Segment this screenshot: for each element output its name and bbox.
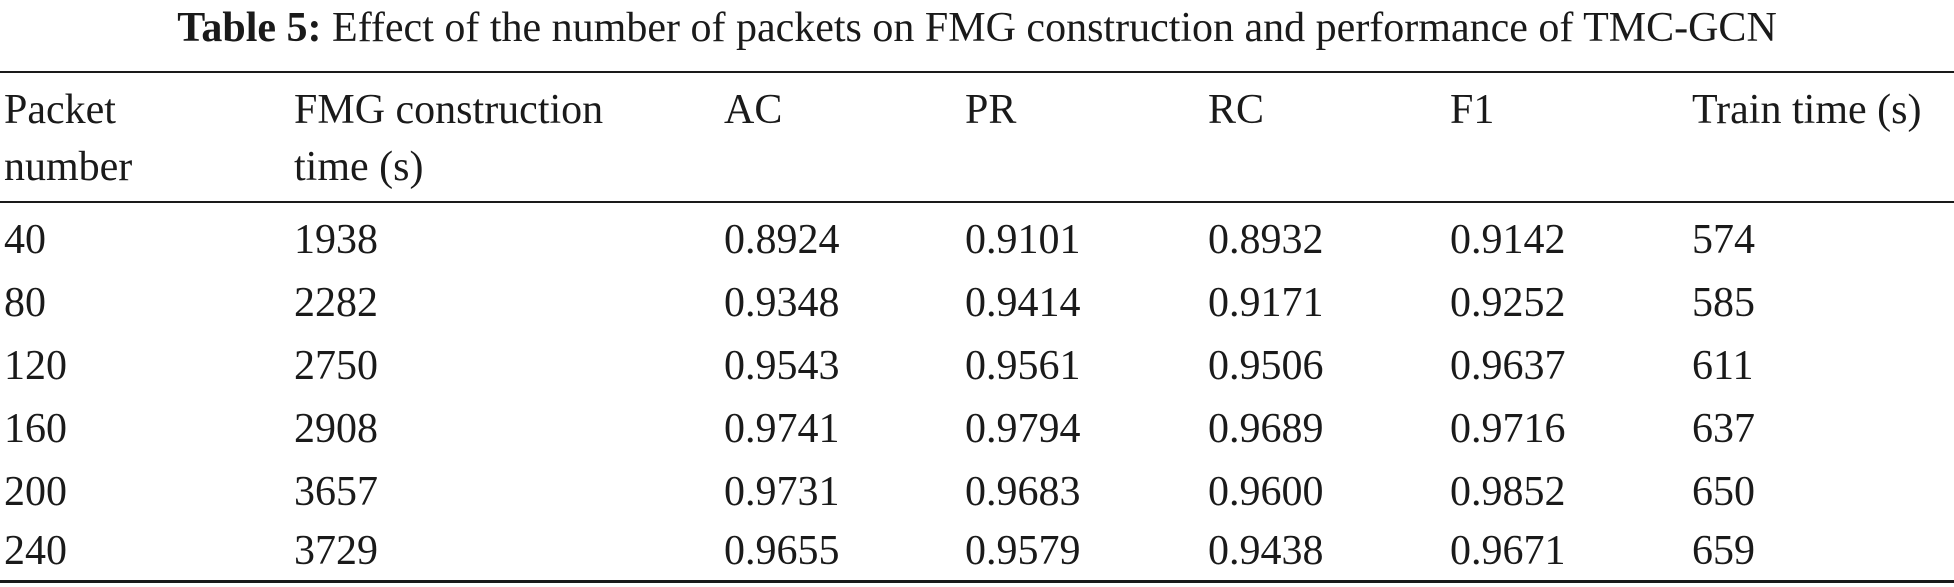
table-row: 240 3729 0.9655 0.9579 0.9438 0.9671 659 xyxy=(0,520,1954,583)
header-fmg-construction-time: FMG construction time (s) xyxy=(294,82,603,196)
header-fmg-construction-time-line2: time (s) xyxy=(294,144,424,190)
cell-rc: 0.9171 xyxy=(1208,280,1324,326)
cell-f1: 0.9716 xyxy=(1450,406,1566,452)
cell-packet-number: 160 xyxy=(4,406,67,452)
cell-rc: 0.8932 xyxy=(1208,217,1324,263)
cell-pr: 0.9683 xyxy=(965,469,1081,515)
header-packet-number-line2: number xyxy=(4,144,133,190)
cell-fmg-construction-time: 3657 xyxy=(294,469,378,515)
table-header-rule xyxy=(0,201,1954,203)
table-row: 120 2750 0.9543 0.9561 0.9506 0.9637 611 xyxy=(0,335,1954,398)
cell-f1: 0.9637 xyxy=(1450,343,1566,389)
table-row: 40 1938 0.8924 0.9101 0.8932 0.9142 574 xyxy=(0,209,1954,272)
table-row: 80 2282 0.9348 0.9414 0.9171 0.9252 585 xyxy=(0,272,1954,335)
cell-ac: 0.8924 xyxy=(724,217,840,263)
cell-fmg-construction-time: 2750 xyxy=(294,343,378,389)
header-rc: RC xyxy=(1208,87,1265,133)
cell-packet-number: 120 xyxy=(4,343,67,389)
cell-rc: 0.9438 xyxy=(1208,528,1324,574)
table-row: 200 3657 0.9731 0.9683 0.9600 0.9852 650 xyxy=(0,461,1954,524)
header-train-time: Train time (s) xyxy=(1692,87,1922,133)
cell-f1: 0.9671 xyxy=(1450,528,1566,574)
cell-rc: 0.9506 xyxy=(1208,343,1324,389)
cell-ac: 0.9655 xyxy=(724,528,840,574)
cell-f1: 0.9142 xyxy=(1450,217,1566,263)
header-packet-number: Packet number xyxy=(4,82,132,196)
cell-packet-number: 40 xyxy=(4,217,46,263)
table-bottom-rule xyxy=(0,580,1954,583)
cell-packet-number: 240 xyxy=(4,528,67,574)
cell-fmg-construction-time: 2282 xyxy=(294,280,378,326)
cell-fmg-construction-time: 2908 xyxy=(294,406,378,452)
cell-train-time: 659 xyxy=(1692,528,1755,574)
cell-packet-number: 80 xyxy=(4,280,46,326)
cell-pr: 0.9414 xyxy=(965,280,1081,326)
table-caption: Table 5: Effect of the number of packets… xyxy=(0,0,1954,60)
table-top-rule xyxy=(0,71,1954,73)
cell-fmg-construction-time: 1938 xyxy=(294,217,378,263)
cell-ac: 0.9543 xyxy=(724,343,840,389)
cell-packet-number: 200 xyxy=(4,469,67,515)
cell-ac: 0.9348 xyxy=(724,280,840,326)
header-pr: PR xyxy=(965,87,1017,133)
cell-rc: 0.9600 xyxy=(1208,469,1324,515)
cell-f1: 0.9252 xyxy=(1450,280,1566,326)
header-f1: F1 xyxy=(1450,87,1495,133)
cell-train-time: 585 xyxy=(1692,280,1755,326)
cell-pr: 0.9561 xyxy=(965,343,1081,389)
header-fmg-construction-time-line1: FMG construction xyxy=(294,87,604,133)
cell-train-time: 574 xyxy=(1692,217,1755,263)
table-caption-label: Table 5: xyxy=(177,5,322,51)
cell-pr: 0.9579 xyxy=(965,528,1081,574)
cell-ac: 0.9741 xyxy=(724,406,840,452)
header-ac: AC xyxy=(724,87,783,133)
table-row: 160 2908 0.9741 0.9794 0.9689 0.9716 637 xyxy=(0,398,1954,461)
cell-rc: 0.9689 xyxy=(1208,406,1324,452)
cell-train-time: 637 xyxy=(1692,406,1755,452)
cell-train-time: 611 xyxy=(1692,343,1754,389)
cell-pr: 0.9794 xyxy=(965,406,1081,452)
cell-f1: 0.9852 xyxy=(1450,469,1566,515)
cell-fmg-construction-time: 3729 xyxy=(294,528,378,574)
cell-train-time: 650 xyxy=(1692,469,1755,515)
cell-ac: 0.9731 xyxy=(724,469,840,515)
cell-pr: 0.9101 xyxy=(965,217,1081,263)
table-caption-text: Effect of the number of packets on FMG c… xyxy=(332,5,1777,51)
header-packet-number-line1: Packet xyxy=(4,87,116,133)
